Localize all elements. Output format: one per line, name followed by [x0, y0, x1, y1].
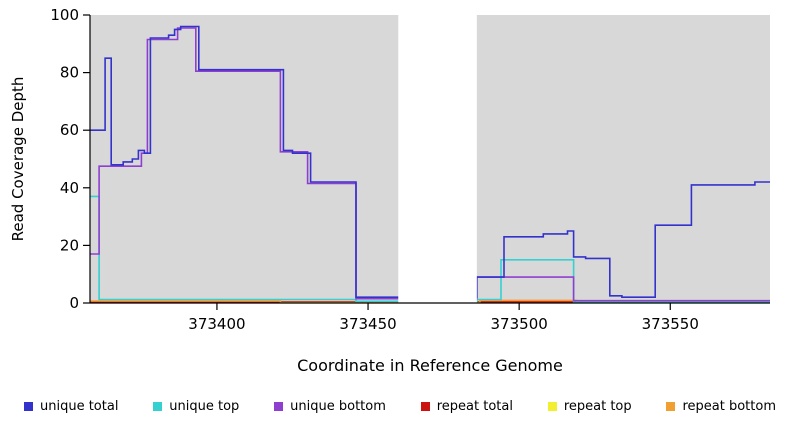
x-tick-label: 373450 [339, 315, 396, 333]
legend-item-unique-top: unique top [153, 399, 239, 414]
x-tick-label: 373400 [188, 315, 245, 333]
legend-item-repeat-top: repeat top [547, 399, 632, 414]
legend-swatch [153, 402, 163, 411]
series-unique-total [90, 25, 770, 298]
legend-label: repeat bottom [682, 399, 776, 414]
y-tick-label: 80 [60, 64, 79, 82]
y-tick-label: 100 [50, 6, 79, 24]
masked-region [398, 15, 477, 303]
legend-item-repeat-bottom: repeat bottom [666, 399, 776, 414]
legend-item-repeat-total: repeat total [420, 399, 513, 414]
legend-label: repeat top [563, 399, 632, 414]
legend-swatch [274, 402, 284, 411]
legend-item-unique-total: unique total [24, 399, 118, 414]
x-tick-label: 373550 [642, 315, 699, 333]
x-tick-label: 373500 [491, 315, 548, 333]
chart-legend: unique total unique top unique bottom repea… [24, 399, 776, 414]
y-tick-label: 20 [60, 236, 79, 254]
legend-swatch [666, 402, 676, 411]
y-tick-label: 40 [60, 179, 79, 197]
legend-item-unique-bottom: unique bottom [274, 399, 386, 414]
legend-swatch [24, 402, 33, 411]
legend-label: unique bottom [290, 399, 386, 414]
legend-label: unique top [169, 399, 240, 414]
legend-swatch [420, 402, 430, 411]
legend-label: repeat total [436, 399, 513, 414]
y-tick-label: 0 [69, 294, 79, 312]
y-axis-title: Read Coverage Depth [9, 76, 27, 242]
legend-label: unique total [40, 399, 119, 414]
y-tick-label: 60 [60, 121, 79, 139]
legend-swatch [547, 402, 557, 411]
x-axis-title: Coordinate in Reference Genome [297, 356, 563, 375]
